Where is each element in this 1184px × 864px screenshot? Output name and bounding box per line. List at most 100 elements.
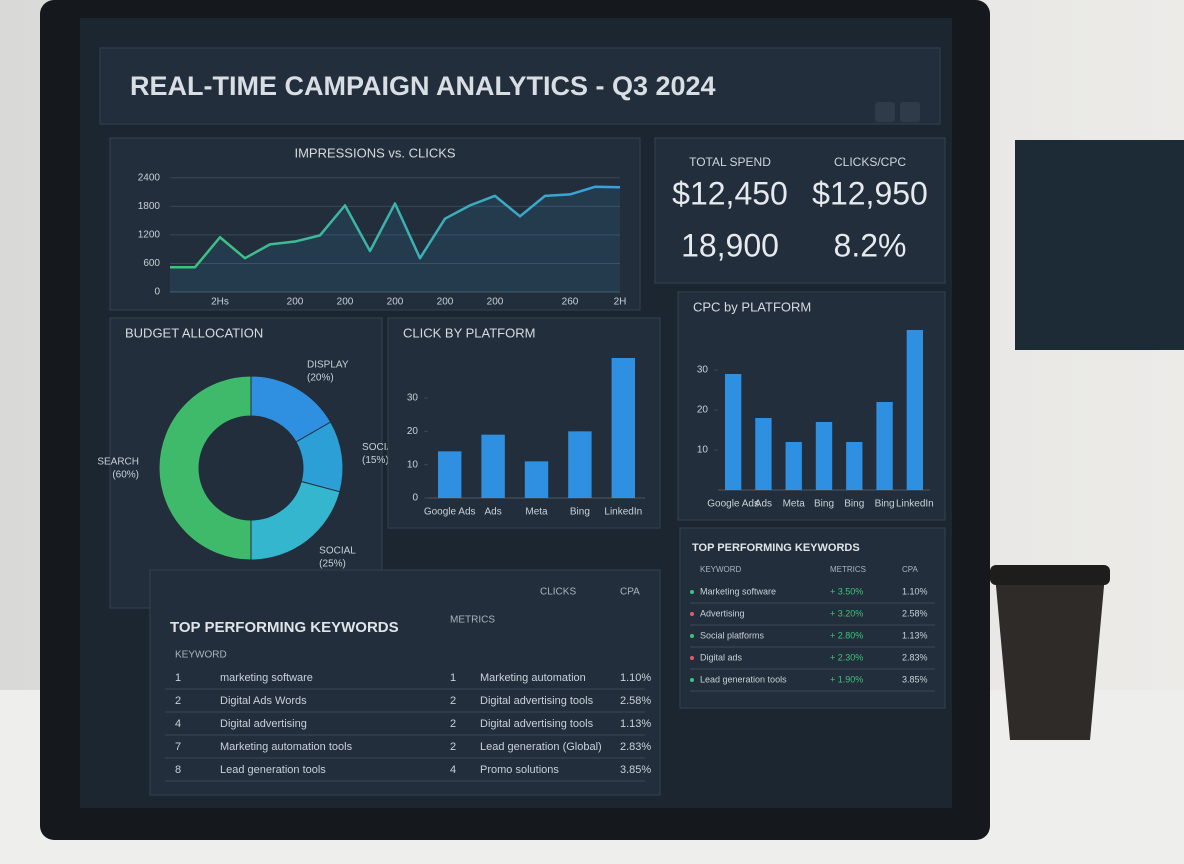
x-tick-label: Meta bbox=[783, 499, 806, 510]
table-cell: Advertising bbox=[700, 608, 745, 618]
chart-title: CLICK BY PLATFORM bbox=[403, 325, 535, 340]
x-tick-label: Meta bbox=[525, 507, 548, 518]
x-tick-label: LinkedIn bbox=[604, 507, 642, 518]
line bbox=[170, 185, 621, 269]
pie-value-label: (20%) bbox=[307, 373, 334, 384]
table-header: KEYWORD bbox=[175, 650, 227, 661]
table-cell: Lead generation tools bbox=[220, 764, 326, 776]
y-tick-label: 20 bbox=[697, 405, 709, 416]
table-cell: Digital advertising tools bbox=[480, 718, 594, 730]
y-tick-label: 30 bbox=[407, 393, 419, 404]
row-bullet bbox=[690, 656, 694, 660]
pie-value-label: (25%) bbox=[319, 558, 346, 569]
background-monitor bbox=[1015, 140, 1184, 350]
chart-title: IMPRESSIONS vs. CLICKS bbox=[294, 145, 455, 160]
bar bbox=[481, 434, 505, 498]
chart-title: CPC by PLATFORM bbox=[693, 299, 811, 314]
table-cell: 1.13% bbox=[902, 630, 928, 640]
kpi-label: CLICKS/CPC bbox=[834, 155, 906, 169]
title-bar bbox=[99, 47, 941, 125]
table-cell: marketing software bbox=[220, 672, 313, 684]
x-tick-label: 200 bbox=[437, 297, 454, 308]
table-cell: 1.10% bbox=[902, 586, 928, 596]
table-title: TOP PERFORMING KEYWORDS bbox=[170, 619, 399, 636]
table-title: TOP PERFORMING KEYWORDS bbox=[692, 542, 860, 554]
table-cell: 3.85% bbox=[620, 764, 651, 776]
x-tick-label: Bing bbox=[844, 499, 864, 510]
bar bbox=[568, 431, 592, 498]
y-tick-label: 600 bbox=[143, 258, 160, 269]
table-header: METRICS bbox=[450, 615, 495, 626]
table-header: METRICS bbox=[830, 565, 866, 574]
table-header: CPA bbox=[902, 565, 919, 574]
table-cell: Lead generation tools bbox=[700, 674, 787, 684]
y-tick-label: 2400 bbox=[138, 172, 161, 183]
table-cell: Marketing automation bbox=[480, 672, 586, 684]
pie-label: SEARCH bbox=[97, 457, 139, 468]
table-cell: 2.58% bbox=[902, 608, 928, 618]
kpi-value: 18,900 bbox=[681, 227, 779, 263]
bar bbox=[815, 422, 833, 490]
table-cell: 1 bbox=[175, 672, 181, 684]
bar bbox=[785, 442, 802, 490]
table-cell: Lead generation (Global) bbox=[480, 741, 602, 753]
bar bbox=[611, 358, 636, 498]
table-cell: 2 bbox=[450, 718, 456, 730]
y-tick-label: 0 bbox=[154, 287, 160, 298]
pie-value-label: (15%) bbox=[362, 455, 389, 466]
dashboard-title: REAL-TIME CAMPAIGN ANALYTICS - Q3 2024 bbox=[130, 71, 716, 101]
table-cell: 4 bbox=[450, 764, 456, 776]
y-tick-label: 10 bbox=[697, 445, 709, 456]
table-cell: 2.83% bbox=[620, 741, 651, 753]
x-tick-label: Bing bbox=[875, 499, 895, 510]
bar bbox=[876, 402, 893, 490]
y-tick-label: 1200 bbox=[138, 230, 161, 241]
table-cell: Digital advertising tools bbox=[480, 695, 594, 707]
table-cell: 2 bbox=[450, 741, 456, 753]
table-cell: 4 bbox=[175, 718, 181, 730]
table-cell: + 3.20% bbox=[830, 608, 863, 618]
x-tick-label: 200 bbox=[287, 297, 304, 308]
table-cell: Social platforms bbox=[700, 630, 765, 640]
y-tick-label: 30 bbox=[697, 365, 709, 376]
kpi-label: TOTAL SPEND bbox=[689, 155, 771, 169]
menu-button[interactable] bbox=[900, 102, 920, 122]
table-cell: 1.13% bbox=[620, 718, 651, 730]
table-header: CLICKS bbox=[540, 587, 576, 598]
table-cell: Digital Ads Words bbox=[220, 695, 307, 707]
x-tick-label: LinkedIn bbox=[896, 499, 934, 510]
x-tick-label: Bing bbox=[570, 507, 590, 518]
x-tick-label: 2Hs bbox=[211, 297, 229, 308]
pie-value-label: (60%) bbox=[112, 470, 139, 481]
chart-panel bbox=[109, 137, 641, 311]
chart-title: BUDGET ALLOCATION bbox=[125, 325, 263, 340]
y-tick-label: 1800 bbox=[138, 201, 161, 212]
side-table-panel bbox=[679, 527, 946, 709]
bar bbox=[906, 330, 924, 490]
table-cell: + 1.90% bbox=[830, 674, 863, 684]
kpi-value: $12,450 bbox=[672, 175, 788, 211]
pie-slice bbox=[158, 375, 252, 561]
table-cell: 2.83% bbox=[902, 652, 928, 662]
row-bullet bbox=[690, 634, 694, 638]
table-cell: + 3.50% bbox=[830, 586, 863, 596]
coffee-cup bbox=[995, 575, 1105, 740]
pie-label: SOCIAL bbox=[319, 545, 356, 556]
chart-panel bbox=[677, 291, 946, 521]
table-cell: 2 bbox=[175, 695, 181, 707]
table-cell: Digital ads bbox=[700, 652, 743, 662]
table-header: CPA bbox=[620, 587, 640, 598]
table-cell: Marketing software bbox=[700, 586, 776, 596]
bar bbox=[437, 451, 462, 498]
x-tick-label: 2H bbox=[614, 297, 627, 308]
y-tick-label: 20 bbox=[407, 426, 419, 437]
table-cell: 8 bbox=[175, 764, 181, 776]
search-button[interactable] bbox=[875, 102, 895, 122]
table-cell: + 2.30% bbox=[830, 652, 863, 662]
x-tick-label: Ads bbox=[484, 507, 501, 518]
coffee-lid bbox=[990, 565, 1110, 585]
x-tick-label: Ads bbox=[755, 499, 772, 510]
bar bbox=[724, 374, 742, 490]
bar bbox=[846, 442, 863, 490]
